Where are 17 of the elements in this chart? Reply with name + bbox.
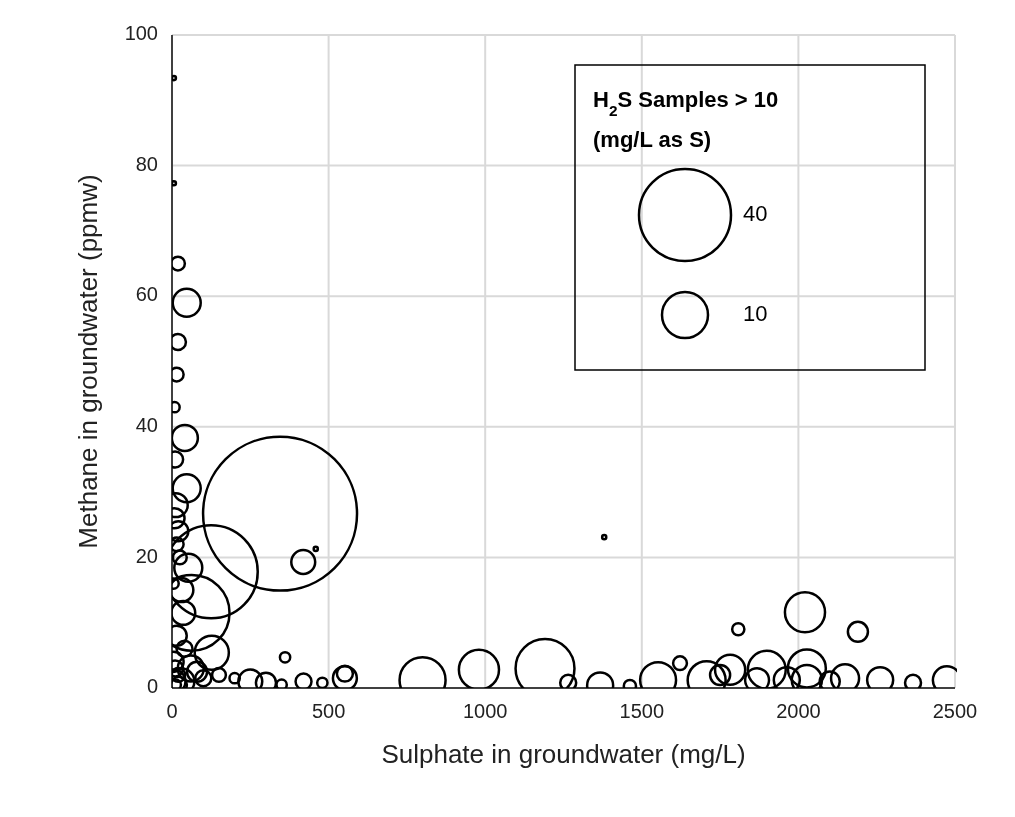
x-axis-title: Sulphate in groundwater (mg/L) xyxy=(381,739,746,769)
x-tick-label: 1000 xyxy=(462,700,508,722)
legend-label: 40 xyxy=(743,200,768,226)
y-tick-label: 60 xyxy=(135,283,158,306)
x-tick-label: 1500 xyxy=(619,700,665,722)
y-tick-label: 100 xyxy=(124,22,158,45)
x-tick-label: 0 xyxy=(166,700,178,722)
y-tick-label: 40 xyxy=(135,414,158,437)
y-tick-label: 20 xyxy=(135,544,158,567)
legend-title: H$_{2}$S Samples > 10 (mg/L as S) xyxy=(593,87,779,152)
y-tick-label: 80 xyxy=(135,152,158,175)
legend-label: 10 xyxy=(743,300,768,326)
y-axis-title: Methane in groundwater (ppmw) xyxy=(73,174,103,549)
x-tick-label: 500 xyxy=(311,700,346,722)
y-tick-label: 0 xyxy=(146,675,158,698)
x-tick-label: 2000 xyxy=(776,700,821,722)
x-tick-label: 2500 xyxy=(932,700,978,722)
